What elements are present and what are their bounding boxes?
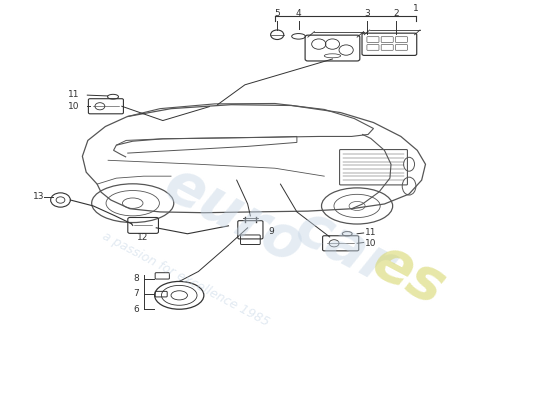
Text: 10: 10 [365, 239, 377, 248]
Text: 11: 11 [68, 90, 79, 99]
Text: 11: 11 [365, 228, 377, 237]
Text: car: car [286, 198, 404, 297]
Text: 10: 10 [68, 102, 79, 111]
Text: 7: 7 [134, 289, 139, 298]
Text: a passion for excellence 1985: a passion for excellence 1985 [100, 230, 271, 329]
Text: 4: 4 [296, 9, 301, 18]
Text: 1: 1 [413, 4, 419, 13]
Text: 3: 3 [364, 9, 370, 18]
Text: 2: 2 [394, 9, 399, 18]
Text: 6: 6 [134, 305, 139, 314]
Text: 9: 9 [268, 227, 274, 236]
Text: euro: euro [155, 156, 314, 276]
Text: 8: 8 [134, 274, 139, 283]
Text: 13: 13 [32, 192, 44, 201]
Text: 12: 12 [138, 233, 149, 242]
Text: es: es [362, 233, 455, 318]
Text: 5: 5 [274, 9, 280, 18]
